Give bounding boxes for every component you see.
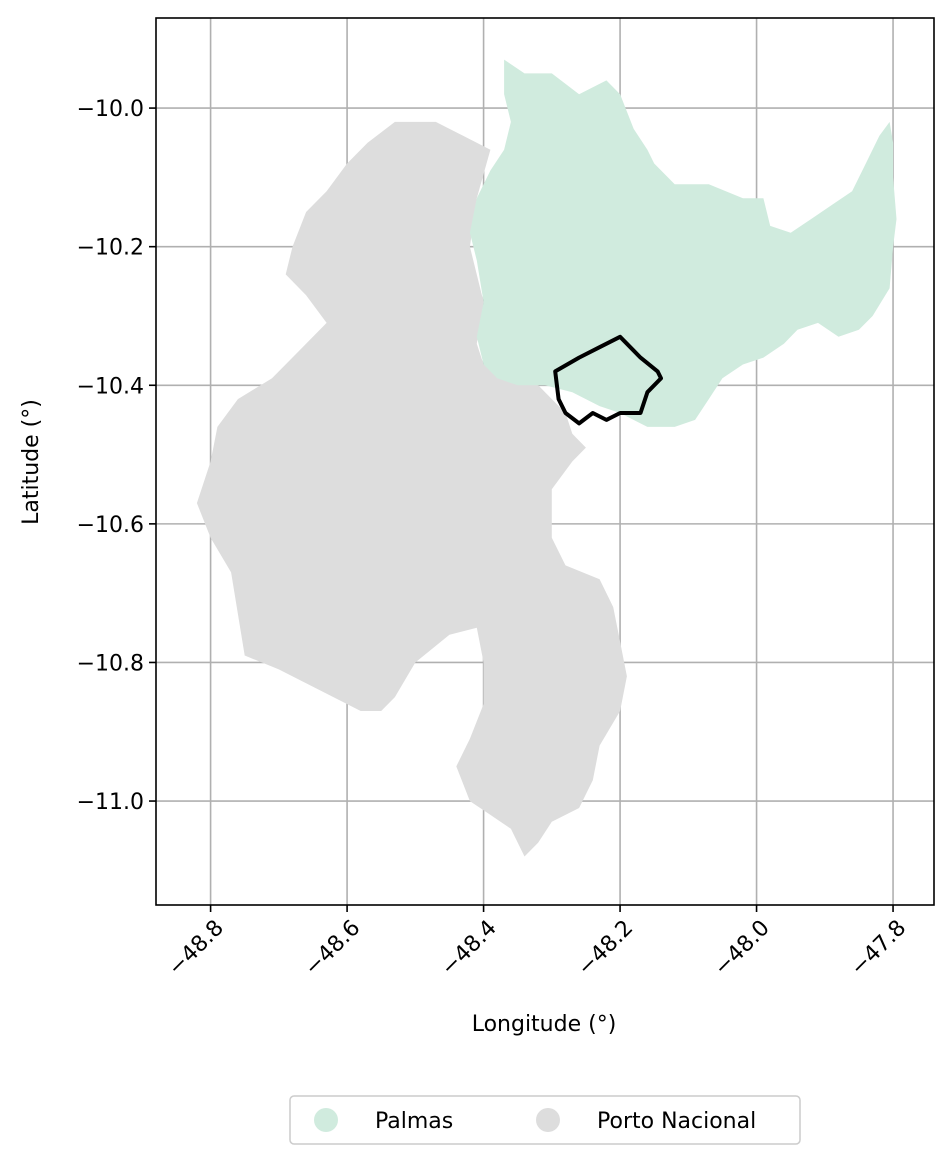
regions xyxy=(196,59,897,857)
legend-marker-porto-nacional xyxy=(536,1108,560,1132)
axes-frame xyxy=(155,17,935,906)
y-tick-label-2: −10.4 xyxy=(77,374,144,399)
x-tick-label-4: −48.0 xyxy=(709,916,774,981)
x-tick-label-5: −47.8 xyxy=(846,916,911,981)
y-tick-label-4: −10.8 xyxy=(77,651,144,676)
y-tick-label-0: −10.0 xyxy=(77,97,144,122)
outline xyxy=(553,334,663,426)
y-tick-label-3: −10.6 xyxy=(77,513,144,538)
x-tick-label-1: −48.6 xyxy=(300,916,365,981)
plot-frame xyxy=(155,17,935,906)
region-porto-nacional xyxy=(196,121,627,857)
x-axis-label: Longitude (°) xyxy=(472,1012,617,1037)
legend: Palmas Porto Nacional xyxy=(289,1095,801,1145)
x-ticks: −48.8 −48.6 −48.4 −48.2 −48.0 −47.8 xyxy=(163,905,911,981)
x-tick-label-0: −48.8 xyxy=(163,916,228,981)
legend-marker-palmas xyxy=(314,1108,338,1132)
x-tick-label-2: −48.4 xyxy=(436,916,501,981)
region-palmas xyxy=(469,59,897,427)
legend-label-palmas: Palmas xyxy=(375,1109,453,1134)
y-ticks: −10.0 −10.2 −10.4 −10.6 −10.8 −11.0 xyxy=(77,97,156,815)
legend-label-porto-nacional: Porto Nacional xyxy=(597,1109,756,1134)
y-tick-label-5: −11.0 xyxy=(77,790,144,815)
x-tick-label-3: −48.2 xyxy=(573,916,638,981)
y-axis-label: Latitude (°) xyxy=(19,399,44,525)
urban-area-outline xyxy=(553,334,663,426)
y-tick-label-1: −10.2 xyxy=(77,236,144,261)
